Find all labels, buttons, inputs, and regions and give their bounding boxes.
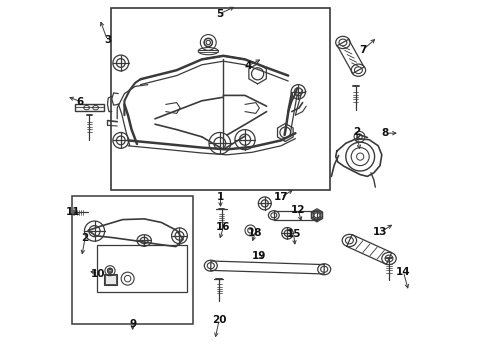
Text: 11: 11 (66, 207, 80, 217)
Text: 10: 10 (91, 269, 105, 279)
Bar (75, 104, 104, 111)
Text: 13: 13 (373, 227, 388, 237)
Bar (105, 275, 116, 284)
Text: 18: 18 (248, 228, 262, 238)
Text: 19: 19 (252, 251, 267, 261)
Text: 2: 2 (81, 233, 89, 243)
Bar (72, 196, 193, 324)
Bar (104, 274, 117, 285)
Text: 12: 12 (291, 204, 306, 215)
Text: 16: 16 (216, 222, 231, 232)
Text: 17: 17 (274, 192, 288, 202)
Text: 15: 15 (286, 229, 301, 239)
Text: 4: 4 (245, 60, 252, 71)
Text: 14: 14 (396, 267, 411, 277)
Text: 9: 9 (129, 319, 136, 329)
Text: 6: 6 (76, 96, 84, 107)
Text: 8: 8 (382, 128, 389, 138)
Bar (97, 245, 187, 292)
Text: 7: 7 (359, 45, 367, 55)
Text: 2: 2 (353, 127, 360, 138)
Text: 20: 20 (212, 315, 226, 325)
Text: 3: 3 (104, 35, 111, 45)
Bar (111, 8, 330, 190)
Text: 1: 1 (217, 192, 224, 202)
Text: 5: 5 (216, 9, 223, 19)
